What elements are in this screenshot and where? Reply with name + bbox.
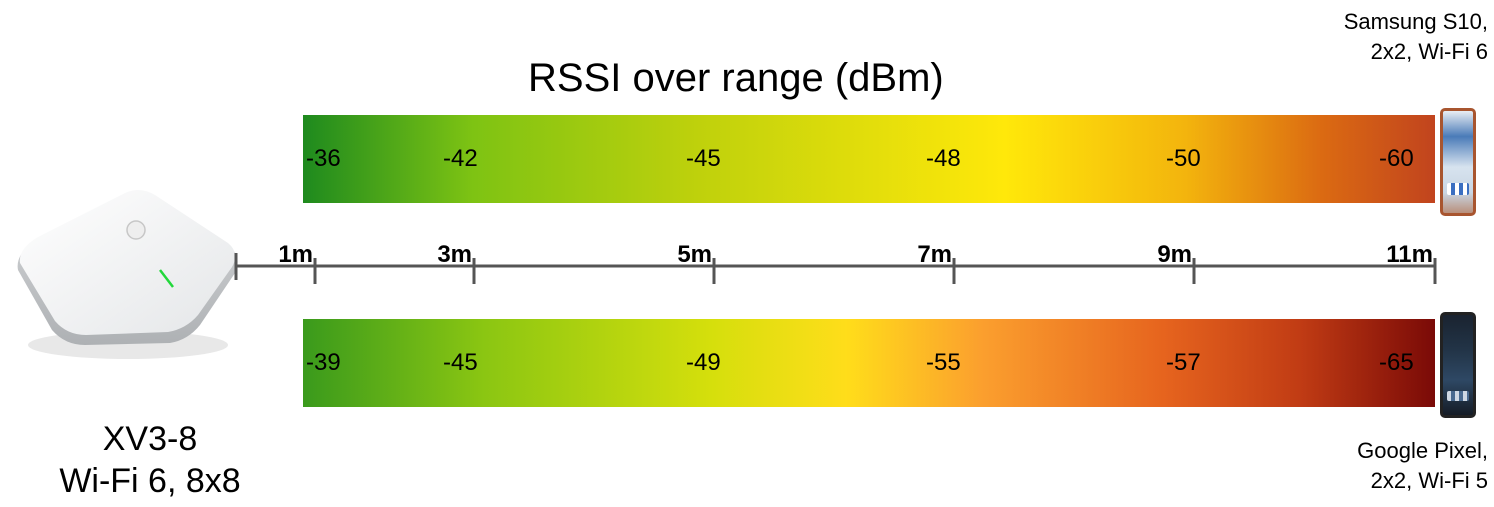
top-device-spec: 2x2, Wi-Fi 6: [1370, 39, 1488, 64]
distance-label: 11m: [1386, 241, 1433, 268]
bottom-rssi-value: -65: [1379, 349, 1414, 376]
bottom-rssi-value: -39: [306, 349, 341, 376]
bottom-device-spec: 2x2, Wi-Fi 5: [1370, 468, 1488, 493]
top-rssi-bar: -36 -42 -45 -48 -50 -60: [303, 115, 1435, 203]
top-rssi-value: -60: [1379, 145, 1414, 172]
top-rssi-value: -45: [686, 145, 721, 172]
chart-title: RSSI over range (dBm): [528, 56, 944, 100]
top-rssi-value: -42: [443, 145, 478, 172]
distance-label: 1m: [278, 241, 313, 268]
bottom-rssi-value: -45: [443, 349, 478, 376]
bottom-rssi-value: -57: [1166, 349, 1201, 376]
distance-label: 9m: [1157, 241, 1192, 268]
access-point-spec: Wi-Fi 6, 8x8: [59, 462, 241, 500]
access-point-label: XV3-8 Wi-Fi 6, 8x8: [0, 418, 300, 502]
access-point-model: XV3-8: [102, 420, 198, 458]
bottom-rssi-value: -49: [686, 349, 721, 376]
distance-label: 7m: [917, 241, 952, 268]
bottom-rssi-bar: -39 -45 -49 -55 -57 -65: [303, 319, 1435, 407]
top-rssi-value: -48: [926, 145, 961, 172]
bottom-rssi-value: -55: [926, 349, 961, 376]
top-rssi-value: -36: [306, 145, 341, 172]
distance-label: 3m: [437, 241, 472, 268]
top-device-label: Samsung S10, 2x2, Wi-Fi 6: [1344, 7, 1488, 67]
samsung-phone-icon: [1440, 108, 1476, 216]
distance-label: 5m: [677, 241, 712, 268]
access-point-icon: [17, 189, 238, 359]
bottom-device-name: Google Pixel,: [1357, 438, 1488, 463]
top-device-name: Samsung S10,: [1343, 9, 1488, 34]
top-rssi-value: -50: [1166, 145, 1201, 172]
pixel-phone-icon: [1440, 312, 1476, 418]
bottom-device-label: Google Pixel, 2x2, Wi-Fi 5: [1357, 436, 1488, 496]
